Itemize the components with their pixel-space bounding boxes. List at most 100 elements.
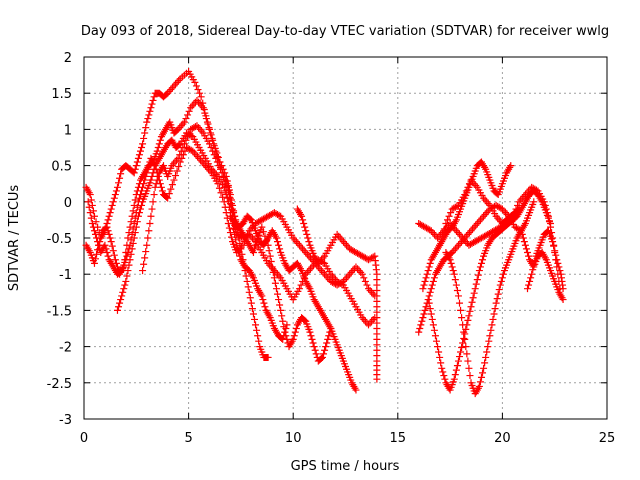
data-point: [87, 214, 95, 222]
data-point: [146, 220, 154, 228]
data-point: [464, 357, 472, 365]
data-point: [436, 353, 444, 361]
data-point: [528, 270, 536, 278]
data-point: [190, 100, 198, 108]
data-point: [207, 144, 215, 151]
data-point: [425, 299, 433, 307]
data-point: [185, 129, 193, 137]
data-point: [330, 274, 338, 282]
data-point: [220, 173, 228, 181]
data-point: [450, 270, 458, 278]
data-point: [366, 319, 374, 327]
data-point: [352, 386, 360, 394]
y-tick-label: -1.5: [47, 304, 72, 319]
data-point: [106, 209, 114, 217]
data-point: [184, 133, 192, 141]
data-point: [339, 238, 347, 246]
data-point: [524, 285, 532, 293]
data-point: [138, 187, 146, 195]
data-point: [369, 315, 377, 323]
data-point: [559, 296, 567, 304]
data-point: [291, 236, 299, 244]
data-point: [343, 241, 351, 249]
data-point: [180, 118, 188, 126]
data-point: [328, 272, 336, 280]
data-point: [252, 321, 260, 329]
y-tick-label: -2.5: [47, 377, 72, 392]
data-point: [459, 339, 467, 347]
y-tick-labels: -3 -2.5 -2 -1.5 -1 -0.5 0 0.5 1 1.5 2: [47, 51, 72, 428]
data-point: [194, 86, 202, 94]
data-point: [281, 328, 289, 336]
data-point: [526, 277, 534, 285]
data-point: [135, 151, 143, 159]
data-point: [173, 156, 181, 164]
data-point: [465, 312, 473, 320]
data-point: [436, 241, 444, 249]
data-point: [433, 337, 441, 345]
data-point: [297, 243, 305, 251]
data-point: [283, 321, 291, 329]
data-point: [89, 207, 97, 215]
data-point: [454, 357, 462, 365]
data-point: [130, 169, 138, 177]
data-point: [113, 306, 121, 314]
data-point: [453, 362, 461, 370]
data-point: [116, 174, 124, 182]
data-point: [139, 267, 147, 275]
data-point: [324, 335, 332, 343]
data-point: [145, 162, 153, 170]
data-point: [146, 107, 154, 115]
data-point: [480, 212, 488, 220]
data-point: [428, 281, 436, 289]
data-point: [248, 305, 256, 313]
data-point: [134, 198, 142, 206]
data-point: [481, 210, 489, 218]
data-point: [148, 205, 156, 213]
data-point: [102, 245, 110, 253]
data-point: [451, 371, 459, 379]
data-point: [425, 292, 433, 300]
data-point: [424, 296, 432, 304]
data-point: [98, 230, 106, 238]
data-point: [437, 236, 445, 244]
data-point: [139, 140, 147, 148]
data-point: [198, 127, 206, 135]
data-point: [246, 294, 254, 302]
data-point: [300, 220, 308, 228]
data-point: [103, 223, 111, 231]
data-point: [357, 268, 365, 276]
data-point: [440, 225, 448, 233]
data-point: [472, 182, 480, 190]
data-point: [338, 236, 346, 244]
data-point: [559, 285, 567, 293]
data-point: [274, 290, 282, 298]
data-point: [182, 115, 190, 123]
data-point: [126, 223, 134, 231]
data-point: [434, 234, 442, 242]
data-point: [443, 216, 451, 224]
data-point: [261, 303, 269, 311]
data-point: [474, 271, 482, 279]
data-point: [128, 230, 136, 238]
data-point: [429, 321, 437, 329]
data-point: [450, 375, 458, 383]
data-point: [141, 176, 149, 184]
data-point: [322, 343, 330, 351]
data-point: [144, 165, 152, 173]
data-point: [475, 267, 483, 275]
series-track-e: [139, 122, 379, 329]
data-point: [477, 259, 485, 267]
data-point: [156, 136, 164, 144]
data-point: [373, 375, 381, 383]
data-point: [201, 162, 209, 170]
data-point: [465, 229, 473, 237]
x-tick-label: 5: [184, 431, 192, 446]
data-point: [193, 153, 201, 161]
data-point: [210, 151, 218, 159]
data-point: [465, 364, 473, 372]
x-tick-label: 25: [599, 431, 616, 446]
data-point: [303, 250, 311, 258]
data-point: [502, 209, 510, 217]
